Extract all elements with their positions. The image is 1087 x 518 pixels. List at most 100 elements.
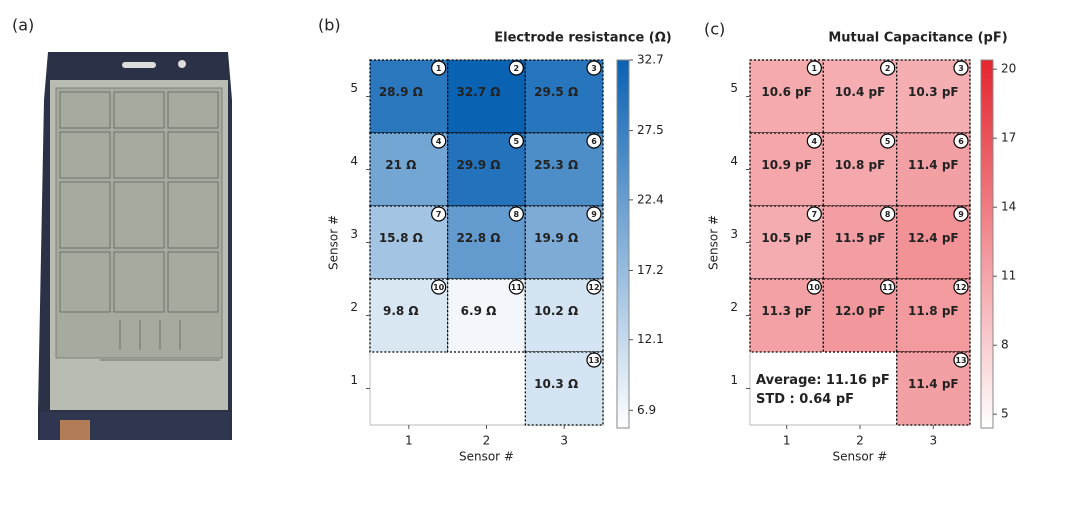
colorbar-tick-label: 14 [1001, 200, 1016, 214]
sensor-badge [431, 206, 447, 222]
annotation: STD : 0.64 pF [756, 392, 854, 407]
sensor-number: 7 [436, 210, 442, 219]
cell-label: 10.6 pF [761, 85, 812, 99]
sensor-number: 11 [511, 283, 523, 292]
sensor-badge [508, 206, 524, 222]
colorbar [980, 59, 994, 429]
heat-cell [896, 59, 971, 134]
sensor-number: 12 [955, 283, 966, 292]
x-tick-label: 3 [930, 434, 938, 448]
sensor-number: 13 [588, 356, 599, 365]
colorbar [616, 59, 630, 429]
colorbar-tick-label: 17.2 [637, 263, 664, 277]
cell-label: 10.3 Ω [534, 377, 578, 391]
cell-label: 10.2 Ω [534, 304, 578, 318]
cell-label: 10.9 pF [761, 158, 812, 172]
colorbar-tick-label: 8 [1001, 338, 1009, 352]
y-tick-label: 3 [350, 227, 358, 241]
panel-label: (a) [12, 16, 34, 35]
sensor-badge [431, 133, 447, 149]
sensor-number: 8 [514, 210, 520, 219]
sensor-number: 5 [885, 137, 891, 146]
y-tick-label: 4 [350, 154, 358, 168]
cell-label: 21 Ω [385, 158, 416, 172]
cell-label: 25.3 Ω [534, 158, 578, 172]
sensor-number: 9 [591, 210, 597, 219]
sensor-number: 7 [812, 210, 818, 219]
x-axis-label: Sensor # [459, 450, 514, 464]
y-tick-label: 5 [350, 81, 358, 95]
colorbar-tick-label: 6.9 [637, 403, 656, 417]
sensor-badge [806, 206, 822, 222]
sensor-number: 6 [591, 137, 597, 146]
sensor-badge [586, 279, 602, 295]
cell-label: 15.8 Ω [379, 231, 423, 245]
x-axis-label: Sensor # [832, 450, 887, 464]
sensor-badge [953, 206, 969, 222]
y-tick-label: 1 [730, 373, 738, 387]
y-tick-label: 1 [350, 373, 358, 387]
cell-label: 10.5 pF [761, 231, 812, 245]
sensor-badge [953, 352, 969, 368]
y-axis-label: Sensor # [327, 215, 341, 270]
sensor-number: 3 [958, 64, 964, 73]
cell-label: 12.4 pF [908, 231, 959, 245]
annotation: Average: 11.16 pF [756, 373, 890, 388]
cell-label: 11.4 pF [908, 377, 959, 391]
colorbar-tick-label: 11 [1001, 269, 1016, 283]
sensor-badge [586, 60, 602, 76]
sensor-number: 1 [812, 64, 818, 73]
sensor-number: 4 [436, 137, 442, 146]
device-photo [38, 52, 232, 440]
sensor-number: 11 [882, 283, 894, 292]
sensor-number: 4 [812, 137, 818, 146]
sensor-number: 10 [433, 283, 445, 292]
panel-label: (c) [704, 20, 725, 39]
sensor-badge [806, 133, 822, 149]
colorbar-tick-label: 22.4 [637, 192, 664, 206]
sensor-number: 12 [588, 283, 599, 292]
panel-label: (b) [318, 16, 341, 35]
sensor-badge [508, 60, 524, 76]
y-tick-label: 5 [730, 81, 738, 95]
cell-label: 12.0 pF [835, 304, 886, 318]
colorbar-tick-label: 20 [1001, 62, 1016, 76]
sensor-badge [508, 279, 524, 295]
x-tick-label: 1 [405, 434, 413, 448]
cell-label: 11.8 pF [908, 304, 959, 318]
x-tick-label: 3 [560, 434, 568, 448]
cell-label: 6.9 Ω [461, 304, 497, 318]
sensor-badge [806, 279, 822, 295]
sensor-badge [880, 60, 896, 76]
sensor-badge [806, 60, 822, 76]
x-tick-label: 1 [783, 434, 791, 448]
sensor-badge [431, 279, 447, 295]
sensor-number: 2 [514, 64, 520, 73]
sensor-number: 10 [809, 283, 821, 292]
sensor-badge [586, 133, 602, 149]
cell-label: 9.8 Ω [383, 304, 419, 318]
cell-label: 11.3 pF [761, 304, 812, 318]
chart-title: Mutual Capacitance (pF) [828, 31, 1007, 46]
sensor-badge [431, 60, 447, 76]
y-axis-label: Sensor # [707, 215, 721, 270]
sensor-number: 6 [958, 137, 964, 146]
cell-label: 11.4 pF [908, 158, 959, 172]
colorbar-tick-label: 17 [1001, 131, 1016, 145]
sensor-number: 13 [955, 356, 966, 365]
y-tick-label: 2 [350, 300, 358, 314]
cell-label: 28.9 Ω [379, 85, 423, 99]
cell-label: 10.8 pF [835, 158, 886, 172]
colorbar-tick-label: 32.7 [637, 53, 664, 67]
sensor-number: 3 [591, 64, 597, 73]
y-tick-label: 4 [730, 154, 738, 168]
cell-label: 29.9 Ω [457, 158, 501, 172]
y-tick-label: 3 [730, 227, 738, 241]
sensor-badge [508, 133, 524, 149]
cell-label: 10.3 pF [908, 85, 959, 99]
colorbar-tick-label: 12.1 [637, 332, 664, 346]
cell-label: 10.4 pF [835, 85, 886, 99]
sensor-number: 1 [436, 64, 442, 73]
cell-label: 22.8 Ω [457, 231, 501, 245]
